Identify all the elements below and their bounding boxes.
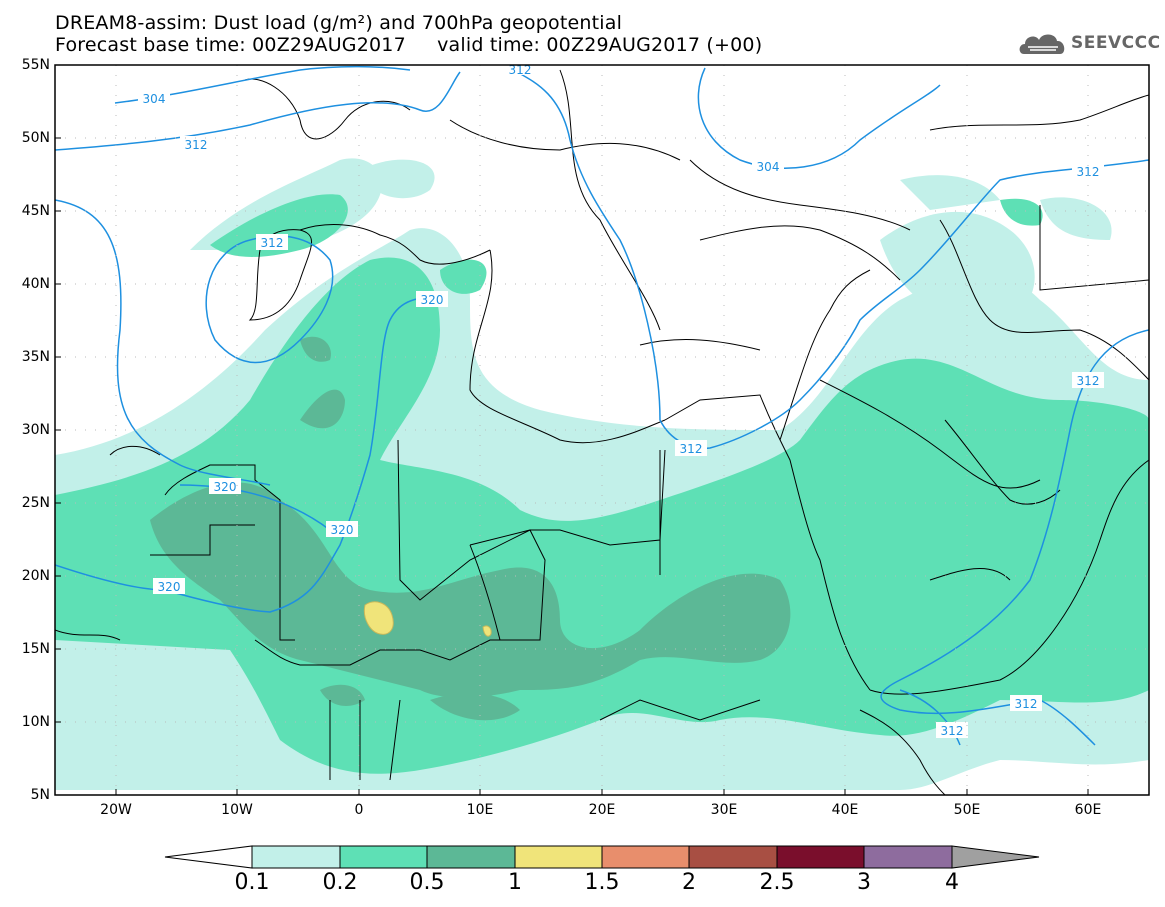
colorbar-swatch <box>252 846 340 868</box>
contour-label: 320 <box>209 478 241 494</box>
contour-label-text: 320 <box>158 580 181 594</box>
lat-label: 30N <box>21 422 50 438</box>
colorbar-swatch <box>777 846 864 868</box>
contour-label-text: 312 <box>680 442 703 456</box>
colorbar-label: 3 <box>857 870 871 895</box>
contour-label: 312 <box>256 234 288 250</box>
colorbar-label: 2 <box>682 870 696 895</box>
colorbar-low-arrow <box>164 845 253 869</box>
lat-label: 35N <box>21 349 50 365</box>
contour-label-text: 320 <box>331 523 354 537</box>
map-title: DREAM8-assim: Dust load (g/m²) and 700hP… <box>55 12 623 34</box>
lat-label: 45N <box>21 203 50 219</box>
contour-label-text: 312 <box>1077 165 1100 179</box>
lon-label: 10E <box>466 802 494 818</box>
contour-label: 304 <box>752 158 784 174</box>
contour-label-text: 304 <box>757 160 780 174</box>
lat-label: 25N <box>21 495 50 511</box>
colorbar-label: 1 <box>508 870 522 895</box>
contour-labels: 304 312 312 320 320 320 320 312 304 312 … <box>138 63 1104 738</box>
lat-label: 20N <box>21 568 50 584</box>
contour-label: 312 <box>504 63 536 77</box>
contour-label: 320 <box>326 521 358 537</box>
dust-shading-high <box>363 601 492 637</box>
colorbar-high-arrow <box>951 845 1040 869</box>
contour-label: 312 <box>936 722 968 738</box>
lat-label: 15N <box>21 641 50 657</box>
dust-shading-dark <box>150 336 791 721</box>
coastlines-borders <box>55 69 1149 795</box>
colorbar-swatch <box>602 846 689 868</box>
lon-label: 0 <box>354 802 364 818</box>
cloud-logo-icon <box>1019 34 1065 54</box>
lon-label: 20E <box>588 802 616 818</box>
lat-label: 5N <box>30 787 50 803</box>
colorbar-swatch <box>689 846 777 868</box>
contour-label: 312 <box>1010 695 1042 711</box>
colorbar-swatch <box>515 846 602 868</box>
contour-label: 312 <box>1072 372 1104 388</box>
geopotential-contours <box>55 65 1149 746</box>
contour-label-text: 312 <box>261 236 284 250</box>
colorbar-swatch <box>340 846 427 868</box>
colorbar-label: 4 <box>945 870 959 895</box>
colorbar-swatch <box>864 846 952 868</box>
lon-label: 30E <box>710 802 738 818</box>
colorbar-label: 2.5 <box>759 870 795 895</box>
contour-label-text: 304 <box>143 92 166 106</box>
contour-label-text: 312 <box>1077 374 1100 388</box>
map-subtitle: Forecast base time: 00Z29AUG2017 valid t… <box>55 34 763 56</box>
contour-label: 320 <box>153 578 185 594</box>
lon-label: 40E <box>831 802 859 818</box>
lat-label: 50N <box>21 130 50 146</box>
contour-label-text: 320 <box>421 293 444 307</box>
lon-label: 60E <box>1074 802 1102 818</box>
contour-label: 320 <box>416 291 448 307</box>
lon-label: 50E <box>953 802 981 818</box>
contour-label-text: 312 <box>509 63 532 77</box>
logo-text: SEEVCCC <box>1071 33 1161 53</box>
contour-label: 312 <box>675 440 707 456</box>
seevccc-logo: SEEVCCC <box>1018 28 1160 58</box>
colorbar-label: 1.5 <box>584 870 620 895</box>
colorbar <box>164 845 1040 869</box>
colorbar-label: 0.2 <box>322 870 358 895</box>
contour-label: 312 <box>180 136 212 152</box>
contour-label-text: 312 <box>941 724 964 738</box>
contour-label: 304 <box>138 90 170 106</box>
colorbar-label: 0.1 <box>234 870 270 895</box>
contour-label-text: 312 <box>1015 697 1038 711</box>
lat-label: 10N <box>21 714 50 730</box>
axis-ticks <box>55 64 1089 795</box>
lat-label: 55N <box>21 57 50 73</box>
lat-label: 40N <box>21 276 50 292</box>
contour-label-text: 312 <box>185 138 208 152</box>
colorbar-swatch <box>427 846 515 868</box>
contour-label-text: 320 <box>214 480 237 494</box>
contour-label: 312 <box>1072 163 1104 179</box>
colorbar-label: 0.5 <box>409 870 445 895</box>
lon-label: 10W <box>221 802 253 818</box>
lon-label: 20W <box>100 802 132 818</box>
